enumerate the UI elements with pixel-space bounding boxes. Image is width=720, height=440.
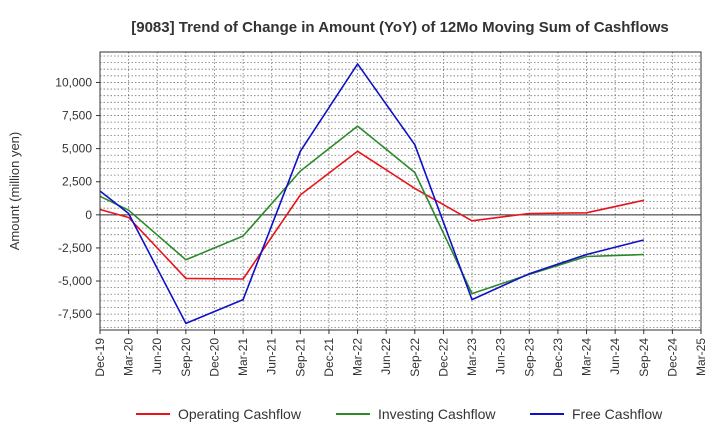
legend-label-2: Free Cashflow [572, 406, 663, 422]
x-tick-label: Sep-24 [637, 338, 651, 377]
x-tick-label: Dec-24 [665, 338, 679, 377]
x-tick-label: Jun-23 [494, 338, 508, 375]
x-tick-label: Dec-20 [207, 338, 221, 377]
legend-label-0: Operating Cashflow [178, 406, 302, 422]
y-tick-label: -5,000 [58, 274, 92, 288]
x-tick-label: Sep-21 [293, 338, 307, 377]
x-tick-label: Jun-24 [608, 338, 622, 375]
y-tick-label: -7,500 [58, 307, 92, 321]
x-axis-ticks: Dec-19 Mar-20 Jun-20 Sep-20 Dec-20 Mar-21 Jun-… [93, 330, 708, 377]
x-tick-label: Jun-20 [150, 338, 164, 375]
x-tick-label: Dec-19 [93, 338, 107, 377]
x-tick-label: Mar-25 [694, 338, 708, 376]
x-tick-label: Mar-24 [580, 338, 594, 376]
x-tick-label: Sep-22 [408, 338, 422, 377]
series-line-1 [99, 125, 644, 295]
x-tick-label: Jun-22 [379, 338, 393, 375]
plot-area [100, 52, 701, 330]
x-tick-label: Mar-21 [236, 338, 250, 376]
y-tick-label: -2,500 [58, 241, 92, 255]
x-tick-label: Sep-23 [522, 338, 536, 377]
x-tick-label: Dec-22 [436, 338, 450, 377]
x-tick-label: Dec-21 [322, 338, 336, 377]
y-tick-label: 5,000 [62, 142, 92, 156]
series-line-0 [99, 150, 644, 280]
legend: Operating Cashflow Investing Cashflow Free… [136, 406, 663, 422]
series-lines [99, 63, 644, 325]
grid [99, 52, 702, 330]
x-tick-label: Jun-21 [265, 338, 279, 375]
x-tick-label: Sep-20 [179, 338, 193, 377]
legend-label-1: Investing Cashflow [378, 406, 496, 422]
y-tick-label: 2,500 [62, 175, 92, 189]
y-tick-label: 0 [85, 208, 92, 222]
x-tick-label: Dec-23 [551, 338, 565, 377]
x-tick-label: Mar-22 [351, 338, 365, 376]
series-line-2 [99, 63, 644, 325]
x-tick-label: Mar-23 [465, 338, 479, 376]
plot-frame [99, 51, 702, 331]
y-axis-ticks: 10,000 7,500 5,000 2,500 0 -2,500 -5,000 -7,500 [55, 75, 100, 321]
y-axis-label: Amount (million yen) [7, 132, 22, 251]
y-tick-label: 10,000 [55, 75, 92, 89]
x-tick-label: Mar-20 [122, 338, 136, 376]
chart-title: [9083] Trend of Change in Amount (YoY) o… [131, 19, 669, 36]
y-tick-label: 7,500 [62, 109, 92, 123]
